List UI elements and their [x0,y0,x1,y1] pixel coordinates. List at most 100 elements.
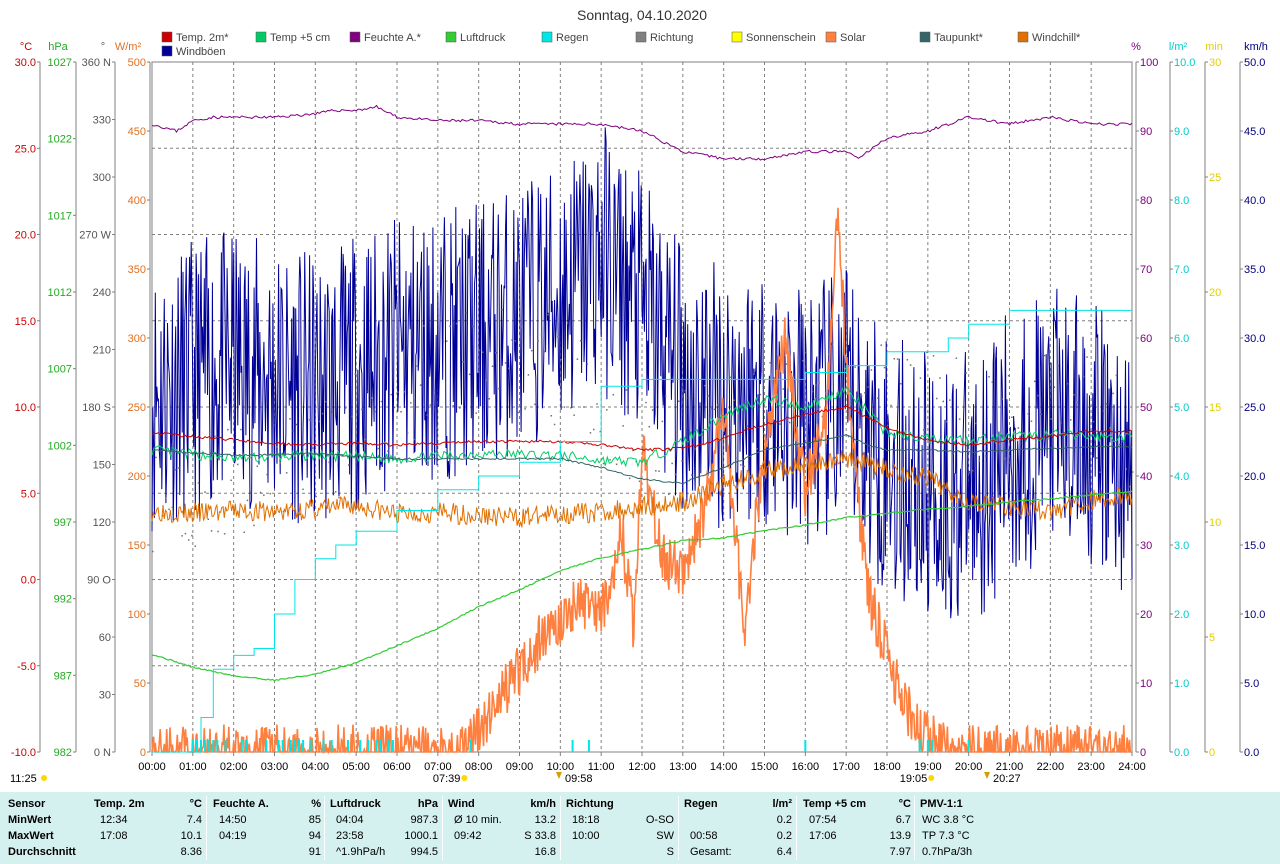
rain-event-mark [918,740,921,752]
legend-label: Windböen [176,46,226,58]
x-axis-tick-label: 08:00 [465,761,493,773]
rain-event-mark [289,740,292,752]
axis-tick-label: 1017 [48,210,72,222]
series-direction-point [361,408,363,411]
axis-tick-label: 1012 [48,287,72,299]
series-direction-point [174,469,177,471]
series-direction-point [537,339,539,342]
rain-event-mark [293,740,296,752]
series-direction-point [1011,416,1013,419]
axis-tick-label: 1.0 [1174,678,1189,690]
series-direction-point [344,407,347,409]
series-direction-point [570,407,572,409]
axis-tick-label: 40 [1140,471,1152,483]
series-direction-point [442,340,445,343]
series-pressure-line [151,490,1132,682]
series-direction-point [949,399,951,401]
series-direction-point [1004,457,1007,460]
series-direction-point [939,377,941,379]
table-header-6: Regen [684,798,718,810]
table-cell-value: SW [656,830,674,842]
rain-event-mark [330,740,333,752]
axis-unit-label: ° [101,41,105,53]
series-direction-point [338,496,340,499]
series-direction-point [491,365,494,367]
rain-event-mark [200,740,202,752]
axis-tick-label: 350 [128,264,146,276]
series-direction-point [844,367,847,370]
x-axis-tick-label: 19:00 [914,761,942,773]
axis-tick-label: 210 [93,345,111,357]
rain-event-mark [195,740,198,752]
legend-swatch [445,31,457,43]
rain-event-mark [926,740,929,752]
chart-title: Sonntag, 04.10.2020 [577,7,707,23]
series-direction-point [971,470,974,472]
series-direction-point [887,424,889,427]
series-direction-point [1047,438,1049,440]
legend-label: Temp. 2m* [176,32,229,44]
axis-tick-label: 200 [128,471,146,483]
series-direction-point [488,398,490,400]
series-direction-point [1092,420,1095,423]
series-direction-point [197,482,200,484]
series-direction-point [854,366,856,368]
table-header-unit: l/m² [772,798,792,810]
axis-tick-label: 330 [93,115,111,127]
series-direction-point [700,434,703,436]
axis-unit-label: °C [20,41,32,53]
series-direction-point [426,414,428,416]
series-direction-point [945,420,948,423]
series-direction-point [1086,356,1088,358]
series-direction-point [446,340,448,342]
right-axes: %1009080706050403020100l/m²10.09.08.07.0… [1131,41,1268,759]
series-direction-point [158,445,161,447]
table-column-separator [206,796,207,860]
series-direction-point [864,392,866,394]
axis-tick-label: 500 [128,57,146,69]
axis-tick-label: 0 N [94,747,111,759]
series-direction-point [684,390,686,392]
legend-label: Feuchte A.* [364,32,422,44]
axis-tick-label: 80 [1140,195,1152,207]
rain-event-mark [281,740,284,752]
series-direction-point [759,393,762,396]
series-direction-point [596,403,598,405]
x-axis-tick-label: 22:00 [1037,761,1065,773]
legend-swatch [349,31,361,43]
table-cell-time: 17:06 [809,830,837,842]
series-direction-point [250,491,252,493]
series-direction-point [243,531,245,534]
axis-tick-label: 10 [1140,678,1152,690]
rain-event-mark [379,740,382,752]
table-cell: WC 3.8 °C [922,814,975,826]
series-direction-point [978,459,980,462]
series-direction-point [664,395,667,398]
series-direction-point [544,350,546,353]
series-direction-point [838,373,840,375]
sunset-label: 19:05 [900,773,928,785]
series-direction-point [191,534,193,537]
axis-tick-label: 1022 [48,134,72,146]
series-direction-point [312,447,314,449]
series-direction-point [622,425,624,427]
table-row-label: Durchschnitt [8,846,76,858]
series-direction-point [782,388,784,390]
series-direction-point [475,412,477,414]
series-direction-point [452,405,455,407]
series-direction-point [877,397,879,399]
rain-event-mark [571,740,574,752]
axis-tick-label: 2.0 [1174,609,1189,621]
series-direction-point [305,448,308,451]
series-direction-point [498,387,500,390]
table-cell-time: 00:58 [690,830,718,842]
axis-tick-label: 5.0 [1244,678,1259,690]
series-direction-point [397,391,399,393]
series-direction-point [560,358,562,361]
series-direction-point [289,418,291,420]
axis-unit-label: % [1131,41,1141,53]
table-column-separator [560,796,561,860]
series-direction-point [975,422,977,425]
table-cell-time: 12:34 [100,814,128,826]
series-direction-point [847,435,850,438]
